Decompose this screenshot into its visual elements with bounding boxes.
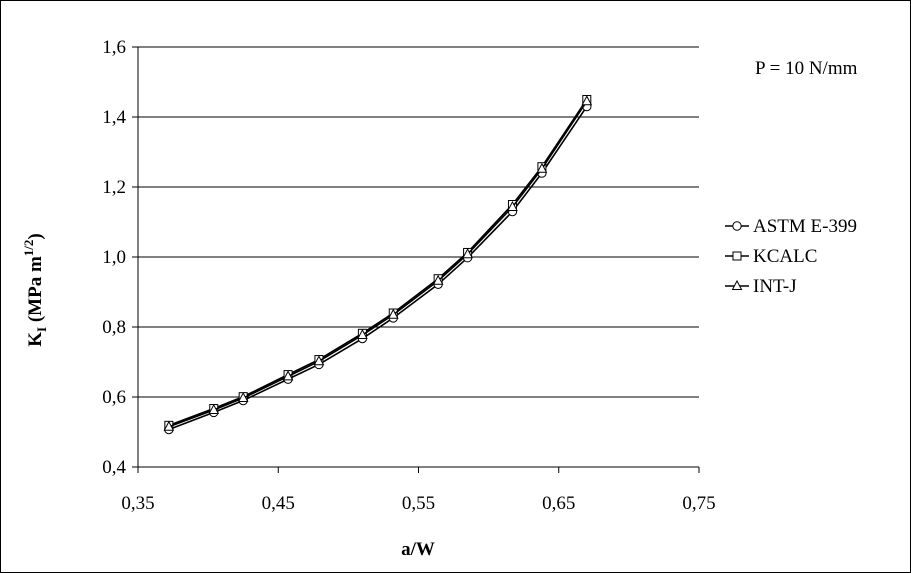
x-tick-label: 0,65 [542, 493, 575, 514]
y-tick-label: 1,6 [102, 37, 126, 58]
legend-item: INT-J [725, 276, 797, 297]
legend: ASTM E-399 KCALC INT-J [725, 216, 857, 297]
legend-label: ASTM E-399 [753, 216, 857, 237]
y-tick-label: 0,4 [102, 457, 126, 478]
y-tick-label: 0,8 [102, 317, 126, 338]
y-axis-title-subscript: I [34, 327, 49, 332]
legend-label: KCALC [753, 246, 817, 267]
triangle-marker [731, 279, 743, 290]
triangle-marker [208, 403, 220, 414]
y-axis-title-close: ) [25, 233, 46, 239]
triangle-marker [507, 200, 518, 211]
triangle-marker [536, 162, 548, 173]
y-axis-title: KI (MPa m1/2) [21, 233, 49, 347]
y-tick-label: 0,6 [102, 387, 126, 408]
triangle-marker [432, 274, 444, 285]
svg-text:KI (MPa m1/2): KI (MPa m1/2) [21, 233, 49, 347]
series-astm-e-399 [164, 101, 592, 435]
y-tick-labels: 0,4 0,6 0,8 1,0 1,2 1,4 1,6 [102, 37, 126, 478]
x-axis-title: a/W [401, 539, 435, 560]
annotation: P = 10 N/mm [755, 58, 858, 79]
y-tick-label: 1,0 [102, 247, 126, 268]
x-tick-label: 0,45 [262, 493, 295, 514]
x-tick-label: 0,35 [121, 493, 154, 514]
legend-label: INT-J [753, 276, 797, 297]
triangle-marker [581, 95, 593, 106]
triangle-marker [313, 355, 325, 366]
triangle-marker [462, 248, 473, 259]
square-marker [732, 251, 742, 261]
series-line [168, 99, 588, 427]
y-tick-label: 1,2 [102, 177, 126, 198]
x-tick-labels: 0,35 0,45 0,55 0,65 0,75 [121, 493, 715, 514]
triangle-marker [282, 370, 294, 381]
x-tick-label: 0,75 [682, 493, 715, 514]
triangle-marker [163, 420, 175, 431]
series-group [163, 95, 593, 435]
series-line [168, 100, 588, 428]
y-axis-title-main: K [25, 332, 46, 347]
legend-item: ASTM E-399 [725, 216, 857, 237]
triangle-marker [357, 328, 368, 340]
series-kcalc [164, 95, 592, 430]
triangle-marker [387, 308, 399, 319]
series-int-j [163, 95, 593, 431]
y-axis-title-superscript: 1/2 [21, 240, 36, 257]
y-axis-title-unit: (MPa m [25, 256, 46, 327]
circle-marker [732, 221, 742, 231]
gridlines [138, 46, 699, 398]
axes [132, 46, 700, 473]
series-line [168, 106, 588, 431]
legend-item: KCALC [725, 246, 817, 267]
x-tick-label: 0,55 [402, 493, 435, 514]
triangle-marker [237, 391, 249, 403]
y-tick-label: 1,4 [102, 107, 126, 128]
